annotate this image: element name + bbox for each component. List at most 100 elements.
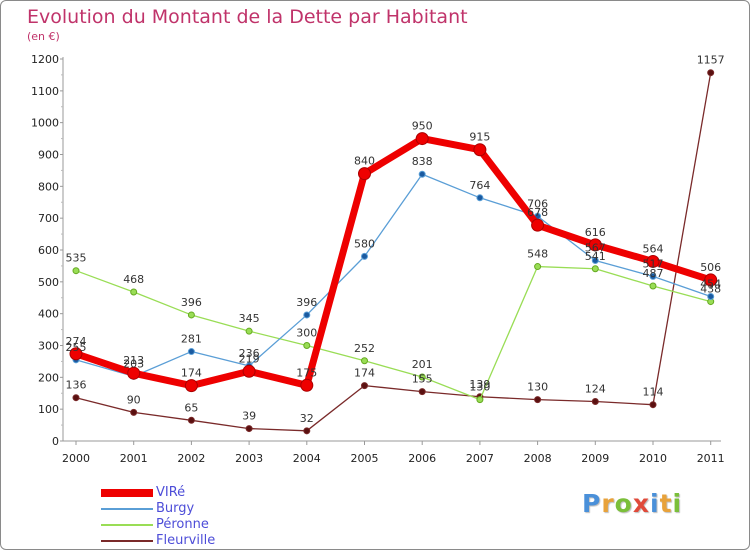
data-point-burgy xyxy=(303,311,311,319)
brand-letter: r xyxy=(601,489,615,518)
data-point-p-ronne xyxy=(72,267,80,275)
series-line-p-ronne xyxy=(75,265,712,401)
data-label-fleurville: 139 xyxy=(469,378,490,391)
data-point-p-ronne xyxy=(649,282,657,290)
data-point-p-ronne xyxy=(476,396,484,404)
brand-logo: Proxiti xyxy=(582,489,682,518)
y-tick-label: 400 xyxy=(38,308,59,321)
chart-title: Evolution du Montant de la Dette par Hab… xyxy=(27,6,468,28)
data-point-p-ronne xyxy=(245,327,253,335)
data-label-vir-: 213 xyxy=(123,354,144,367)
y-tick-label: 800 xyxy=(38,180,59,193)
data-point-burgy xyxy=(591,257,599,265)
x-tick-label: 2009 xyxy=(581,452,609,465)
data-label-vir-: 175 xyxy=(296,366,317,379)
y-tick-label: 300 xyxy=(38,340,59,353)
x-tick-label: 2004 xyxy=(293,452,321,465)
data-point-fleurville xyxy=(361,382,368,390)
data-point-p-ronne xyxy=(187,311,195,319)
data-label-p-ronne: 300 xyxy=(296,327,317,340)
data-label-p-ronne: 548 xyxy=(527,248,548,261)
data-point-fleurville xyxy=(707,69,715,77)
data-label-fleurville: 39 xyxy=(242,410,256,423)
data-point-vir- xyxy=(646,254,660,268)
data-point-vir- xyxy=(704,273,718,287)
data-point-fleurville xyxy=(303,427,311,435)
data-point-vir- xyxy=(415,132,429,146)
data-point-vir- xyxy=(184,379,198,393)
data-label-burgy: 454 xyxy=(700,277,721,290)
data-point-burgy xyxy=(707,292,715,300)
y-tick-label: 1200 xyxy=(31,53,59,66)
brand-letter: P xyxy=(582,489,602,518)
x-tick-label: 2010 xyxy=(639,452,667,465)
x-tick-label: 2007 xyxy=(466,452,494,465)
series-line-fleurville xyxy=(75,72,712,432)
data-label-p-ronne: 396 xyxy=(181,296,202,309)
data-point-fleurville xyxy=(245,425,253,433)
y-tick-label: 700 xyxy=(38,212,59,225)
data-label-fleurville: 174 xyxy=(354,367,375,380)
y-tick-label: 0 xyxy=(52,435,59,448)
series-line-vir- xyxy=(72,135,715,390)
data-point-p-ronne xyxy=(534,263,542,271)
data-label-vir-: 174 xyxy=(181,367,202,380)
data-label-fleurville: 90 xyxy=(127,393,141,406)
data-label-vir-: 616 xyxy=(585,226,606,239)
y-tick-label: 1000 xyxy=(31,117,59,130)
y-tick-label: 600 xyxy=(38,244,59,257)
data-point-burgy xyxy=(361,252,368,260)
y-tick-label: 100 xyxy=(38,403,59,416)
x-tick-label: 2001 xyxy=(120,452,148,465)
data-point-vir- xyxy=(358,167,371,181)
data-label-fleurville: 124 xyxy=(585,383,606,396)
legend-label: Fleurville xyxy=(156,533,216,548)
data-label-vir-: 219 xyxy=(239,352,260,365)
legend-swatch xyxy=(101,508,153,510)
legend-label: VIRé xyxy=(156,485,186,500)
data-label-burgy: 838 xyxy=(412,155,433,168)
data-label-p-ronne: 438 xyxy=(700,283,721,296)
data-point-burgy xyxy=(418,170,426,178)
data-label-vir-: 678 xyxy=(527,206,548,219)
data-label-burgy: 236 xyxy=(239,347,260,360)
data-label-p-ronne: 541 xyxy=(585,250,606,263)
data-label-burgy: 580 xyxy=(354,237,375,250)
data-point-fleurville xyxy=(130,408,138,416)
data-point-vir- xyxy=(473,143,487,157)
data-point-p-ronne xyxy=(591,265,599,273)
y-tick-label: 200 xyxy=(38,371,59,384)
data-point-fleurville xyxy=(187,416,195,424)
data-label-p-ronne: 535 xyxy=(66,252,87,265)
y-tick-label: 1100 xyxy=(31,85,59,98)
x-tick-label: 2003 xyxy=(235,452,263,465)
data-label-burgy: 567 xyxy=(585,242,606,255)
data-label-fleurville: 130 xyxy=(527,381,548,394)
data-point-vir- xyxy=(127,366,141,380)
data-label-p-ronne: 345 xyxy=(239,312,260,325)
data-point-p-ronne xyxy=(418,373,426,381)
data-point-fleurville xyxy=(72,394,80,402)
data-label-fleurville: 65 xyxy=(184,401,198,414)
x-tick-label: 2008 xyxy=(524,452,552,465)
brand-letter: i xyxy=(650,489,660,518)
data-label-fleurville: 32 xyxy=(300,412,314,425)
x-tick-label: 2000 xyxy=(62,452,90,465)
data-point-vir- xyxy=(588,238,602,252)
data-label-p-ronne: 130 xyxy=(469,381,490,394)
data-label-fleurville: 155 xyxy=(412,373,433,386)
data-label-p-ronne: 468 xyxy=(123,273,144,286)
data-label-vir-: 274 xyxy=(66,335,87,348)
data-label-vir-: 915 xyxy=(469,131,490,144)
data-label-vir-: 840 xyxy=(354,155,375,168)
series-line-burgy xyxy=(75,173,712,378)
data-point-p-ronne xyxy=(130,288,138,296)
legend-label: Burgy xyxy=(156,501,195,516)
data-label-vir-: 564 xyxy=(643,242,664,255)
x-tick-label: 2005 xyxy=(351,452,379,465)
data-label-burgy: 281 xyxy=(181,333,202,346)
legend-swatch xyxy=(101,489,153,497)
brand-letter: i xyxy=(672,489,683,518)
